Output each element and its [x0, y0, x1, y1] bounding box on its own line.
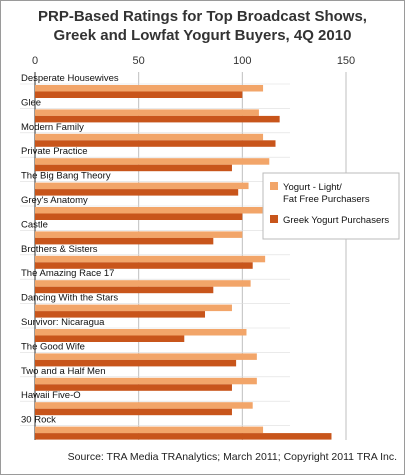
bar-light-fat-free-14 [35, 426, 264, 434]
x-tick-label-50: 50 [133, 55, 145, 67]
category-label: Modern Family [21, 122, 84, 133]
category-label: Castle [21, 219, 48, 230]
chart-title-line-1: PRP-Based Ratings for Top Broadcast Show… [38, 8, 367, 25]
legend-label-light: Fat Free Purchasers [283, 194, 370, 205]
legend-box [262, 172, 400, 240]
bar-light-fat-free-1 [35, 109, 259, 116]
bar-greek-13 [35, 408, 232, 416]
category-label: Glee [21, 97, 41, 108]
bar-greek-7 [35, 262, 253, 269]
bar-light-fat-free-0 [35, 85, 264, 92]
category-label: Hawaii Five-O [21, 390, 81, 401]
bar-greek-3 [35, 164, 232, 172]
category-label: Survivor: Nicaragua [21, 317, 105, 328]
category-label: 30 Rock [21, 415, 56, 426]
legend: Yogurt - Light/Fat Free Purchasers Greek … [262, 172, 400, 240]
category-label: The Big Bang Theory [21, 171, 111, 182]
bar-light-fat-free-8 [35, 280, 251, 287]
bars [35, 85, 332, 440]
legend-swatch-light [270, 182, 278, 190]
bar-greek-0 [35, 91, 243, 98]
chart-title-line-2: Greek and Lowfat Yogurt Buyers, 4Q 2010 [53, 27, 352, 44]
bar-light-fat-free-9 [35, 304, 232, 312]
bar-light-fat-free-10 [35, 329, 247, 336]
bar-light-fat-free-13 [35, 402, 253, 409]
bar-greek-11 [35, 359, 237, 367]
x-tick-label-100: 100 [233, 55, 251, 67]
bar-greek-5 [35, 213, 243, 220]
bar-greek-14 [35, 433, 332, 440]
x-tick-label-0: 0 [32, 55, 38, 67]
category-label: Desperate Housewives [21, 73, 119, 84]
bar-light-fat-free-5 [35, 207, 270, 214]
bar-greek-2 [35, 140, 276, 147]
bar-light-fat-free-3 [35, 158, 270, 165]
bar-light-fat-free-12 [35, 377, 257, 385]
category-label: Dancing With the Stars [21, 293, 118, 304]
bar-greek-6 [35, 237, 214, 245]
category-label: Brothers & Sisters [21, 244, 98, 255]
legend-label-greek: Greek Yogurt Purchasers [283, 215, 389, 226]
bar-light-fat-free-4 [35, 182, 249, 190]
legend-label-light: Yogurt - Light/ [283, 182, 342, 193]
category-labels: Desperate Housewives Glee Modern Family Pri… [21, 73, 119, 426]
legend-swatch-greek [270, 215, 278, 223]
category-label: The Amazing Race 17 [21, 268, 114, 279]
bar-light-fat-free-11 [35, 353, 257, 360]
bar-greek-10 [35, 335, 185, 342]
bar-greek-1 [35, 115, 280, 123]
bar-light-fat-free-6 [35, 231, 243, 238]
bar-light-fat-free-7 [35, 255, 266, 263]
chart-title: PRP-Based Ratings for Top Broadcast Show… [0, 7, 405, 45]
bar-greek-12 [35, 384, 232, 391]
x-axis-ticks: 0 50 100 150 [32, 55, 355, 67]
x-tick-label-150: 150 [337, 55, 355, 67]
source-note: Source: TRA Media TRAnalytics; March 201… [67, 451, 397, 463]
category-label: The Good Wife [21, 341, 85, 352]
category-label: Private Practice [21, 146, 88, 157]
category-label: Two and a Half Men [21, 366, 106, 377]
bar-light-fat-free-2 [35, 133, 264, 141]
bar-greek-9 [35, 311, 206, 318]
bar-greek-8 [35, 286, 214, 294]
bar-greek-4 [35, 189, 239, 196]
category-label: Grey's Anatomy [21, 195, 88, 206]
